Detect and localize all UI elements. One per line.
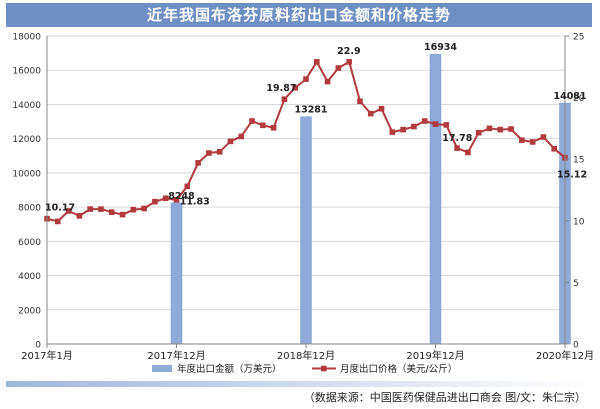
price-marker — [65, 208, 72, 214]
price-marker — [324, 78, 331, 85]
price-marker — [141, 205, 147, 212]
x-tick-label: 2018年12月 — [277, 349, 335, 362]
price-marker — [270, 124, 277, 131]
price-marker — [130, 206, 137, 213]
price-marker — [98, 206, 104, 212]
x-tick-label: 2017年1月 — [21, 349, 73, 362]
price-marker — [540, 134, 547, 140]
price-marker — [281, 96, 288, 103]
price-marker — [303, 76, 309, 82]
y-left-tick-label: 18000 — [12, 33, 41, 43]
price-marker — [346, 59, 352, 65]
price-marker — [389, 129, 396, 135]
price-marker — [486, 125, 493, 132]
price-marker — [54, 218, 61, 225]
price-marker — [454, 145, 460, 151]
price-marker — [87, 206, 93, 212]
price-marker — [519, 137, 525, 143]
price-marker — [76, 213, 83, 219]
line-value-label: 17.78 — [442, 133, 472, 144]
y-right-tick-label: 10 — [573, 217, 585, 227]
y-right-tick-label: 25 — [573, 33, 584, 43]
line-value-label: 22.9 — [337, 46, 360, 57]
bar-value-label: 8248 — [168, 191, 195, 202]
price-marker — [475, 129, 482, 136]
price-marker — [357, 98, 363, 105]
y-left-tick-label: 0 — [35, 341, 41, 351]
decorative-band — [6, 381, 592, 387]
price-marker — [421, 118, 428, 124]
price-marker — [195, 160, 201, 166]
line-value-label: 11.83 — [180, 196, 210, 207]
price-marker — [249, 118, 255, 124]
legend-line-marker — [321, 365, 327, 372]
y-right-tick-label: 20 — [573, 94, 585, 104]
price-marker — [184, 183, 191, 190]
price-marker — [400, 126, 406, 133]
line-value-label: 10.17 — [45, 203, 75, 214]
price-marker — [465, 149, 471, 156]
price-marker — [432, 121, 439, 127]
y-right-tick-label: 15 — [573, 156, 584, 166]
line-series — [44, 59, 568, 225]
y-left-tick-label: 2000 — [18, 306, 41, 316]
chart-canvas: 0 2000 4000 6000 8000 10000 12000 14000 16000 180… — [12, 33, 594, 376]
price-marker — [313, 59, 320, 65]
price-marker — [238, 133, 245, 140]
bar-value-label: 14081 — [553, 91, 586, 102]
y-left-tick-label: 8000 — [18, 204, 41, 214]
price-marker — [497, 126, 504, 133]
data-labels: 8248 13281 16934 14081 10.17 11.83 19.87 22.9 17… — [45, 42, 587, 213]
price-marker — [260, 122, 266, 129]
y-left-tick-label: 6000 — [18, 238, 41, 248]
price-marker — [551, 145, 558, 152]
source-note: （数据来源：中国医药保健品进出口商会 图/文：朱仁宗） — [303, 391, 586, 404]
bar-series — [170, 53, 571, 345]
y-left-tick-label: 14000 — [12, 101, 41, 111]
x-tick-label: 2017年12月 — [147, 349, 205, 362]
axes: 0 2000 4000 6000 8000 10000 12000 14000 16000 180… — [12, 33, 594, 363]
y-left-tick-label: 4000 — [18, 272, 41, 282]
line-value-label: 15.12 — [557, 170, 587, 181]
y-left-tick-label: 16000 — [12, 67, 41, 77]
x-tick-label: 2020年12月 — [536, 349, 594, 362]
legend-bar-swatch — [152, 365, 172, 372]
price-marker — [367, 110, 374, 117]
price-marker — [206, 150, 212, 156]
price-marker — [119, 211, 126, 218]
price-marker — [378, 105, 385, 112]
chart-title: 近年我国布洛芬原料药出口金额和价格走势 — [6, 3, 592, 27]
price-marker — [216, 149, 223, 155]
y-left-tick-label: 12000 — [12, 135, 41, 145]
bar — [429, 53, 442, 345]
price-marker — [108, 209, 115, 215]
price-marker — [411, 123, 417, 130]
bar — [300, 116, 312, 345]
legend: 年度出口金额（万美元） 月度出口价格（美元/公斤） — [152, 363, 457, 375]
y-right-tick-label: 5 — [573, 279, 579, 289]
y-left-tick-label: 10000 — [12, 169, 41, 179]
bar — [170, 202, 183, 345]
bar-value-label: 13281 — [294, 105, 327, 116]
legend-bar-label: 年度出口金额（万美元） — [177, 363, 282, 375]
price-marker — [292, 84, 299, 91]
price-marker — [335, 65, 342, 71]
price-marker — [152, 198, 158, 205]
x-tick-label: 2019年12月 — [406, 349, 464, 362]
legend-line-label: 月度出口价格（美元/公斤） — [340, 363, 457, 375]
price-marker — [443, 122, 450, 128]
bar-value-label: 16934 — [424, 42, 457, 53]
price-marker — [173, 197, 180, 203]
price-marker — [227, 138, 234, 145]
price-marker — [529, 139, 536, 145]
line-value-label: 19.87 — [266, 83, 296, 94]
price-marker — [508, 126, 514, 132]
y-right-tick-label: 0 — [573, 341, 579, 351]
price-marker — [162, 195, 169, 202]
